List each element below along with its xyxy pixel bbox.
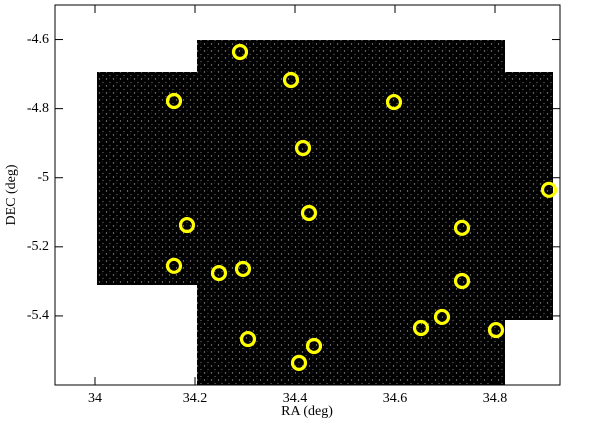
marker: [540, 181, 558, 198]
x-tick-label: 34.2: [183, 391, 208, 406]
x-tick-label: 34.6: [383, 391, 408, 406]
y-axis-label: DEC (deg): [4, 164, 19, 225]
marker: [165, 257, 183, 274]
y-tick-label: -5.4: [27, 308, 49, 323]
plot-frame: [54, 4, 561, 386]
marker: [300, 204, 318, 222]
marker: [294, 139, 312, 157]
marker: [453, 219, 471, 236]
marker: [178, 216, 196, 234]
marker: [282, 71, 300, 89]
y-tick-label: -4.6: [27, 32, 49, 47]
marker: [210, 264, 228, 282]
marker: [234, 260, 252, 278]
marker: [290, 354, 308, 371]
y-tick-label: -5: [37, 170, 49, 185]
source-field: [97, 40, 553, 385]
marker: [412, 319, 430, 337]
marker: [305, 337, 323, 355]
marker: [433, 308, 451, 326]
x-tick-label: 34.8: [483, 391, 508, 406]
marker: [453, 272, 471, 290]
y-tick-label: -5.2: [27, 239, 49, 254]
x-axis-label: RA (deg): [281, 404, 333, 419]
marker: [165, 92, 183, 110]
marker: [385, 93, 403, 111]
marker: [487, 321, 505, 339]
y-tick-label: -4.8: [27, 101, 49, 116]
x-tick-label: 34: [88, 391, 102, 406]
marker: [239, 330, 257, 348]
marker: [231, 43, 249, 61]
x-tick-label: 34.4: [283, 391, 308, 406]
